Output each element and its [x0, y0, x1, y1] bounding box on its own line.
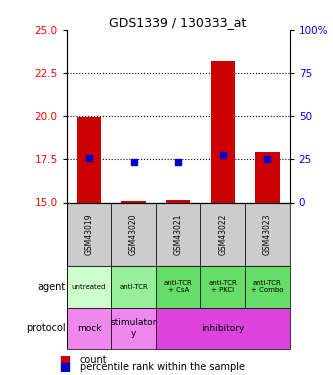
- Bar: [245, 266, 290, 308]
- Text: stimulator
y: stimulator y: [110, 318, 157, 338]
- Bar: [245, 202, 290, 266]
- Text: agent: agent: [37, 282, 66, 292]
- Bar: [156, 266, 200, 308]
- Text: GSM43020: GSM43020: [129, 214, 138, 255]
- Bar: [255, 152, 280, 202]
- Text: anti-TCR: anti-TCR: [119, 284, 148, 290]
- Text: GSM43023: GSM43023: [263, 214, 272, 255]
- Bar: [67, 266, 111, 308]
- Text: anti-TCR
+ Combo: anti-TCR + Combo: [251, 280, 284, 293]
- Bar: [111, 266, 156, 308]
- Bar: [156, 202, 200, 266]
- Text: count: count: [80, 356, 108, 366]
- Text: GSM43022: GSM43022: [218, 214, 227, 255]
- Text: untreated: untreated: [72, 284, 106, 290]
- Text: percentile rank within the sample: percentile rank within the sample: [80, 362, 245, 372]
- Bar: [166, 200, 190, 202]
- Text: GSM43021: GSM43021: [173, 214, 183, 255]
- Bar: [210, 61, 235, 202]
- Bar: [77, 117, 101, 202]
- Text: inhibitory: inhibitory: [201, 324, 244, 333]
- Text: anti-TCR
+ CsA: anti-TCR + CsA: [164, 280, 192, 293]
- Bar: [200, 266, 245, 308]
- Bar: [111, 202, 156, 266]
- Bar: [111, 308, 156, 349]
- Bar: [156, 308, 290, 349]
- Text: protocol: protocol: [26, 323, 66, 333]
- Text: mock: mock: [77, 324, 101, 333]
- Title: GDS1339 / 130333_at: GDS1339 / 130333_at: [110, 16, 247, 29]
- Bar: [67, 202, 111, 266]
- Text: GSM43019: GSM43019: [84, 214, 94, 255]
- Text: anti-TCR
+ PKCi: anti-TCR + PKCi: [208, 280, 237, 293]
- Bar: [200, 202, 245, 266]
- Bar: [121, 201, 146, 202]
- Bar: [67, 308, 111, 349]
